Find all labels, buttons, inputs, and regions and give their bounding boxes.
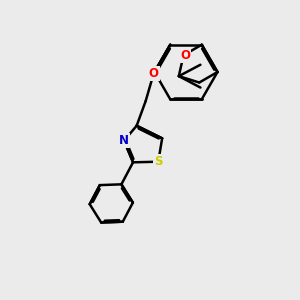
- Text: S: S: [154, 155, 163, 168]
- Text: O: O: [149, 67, 159, 80]
- Text: N: N: [119, 134, 129, 147]
- Text: O: O: [180, 49, 190, 62]
